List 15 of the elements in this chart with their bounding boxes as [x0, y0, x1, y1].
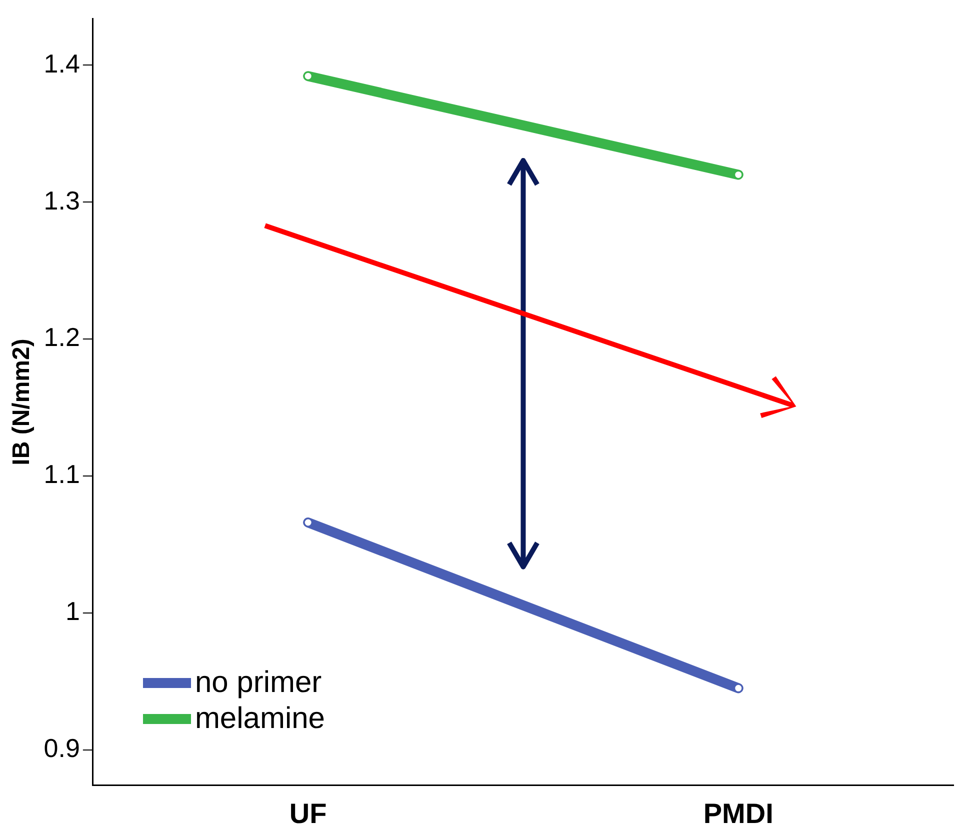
legend-label: no primer: [194, 666, 322, 700]
y-tick-label: 1: [65, 596, 80, 626]
x-tick-label: UF: [289, 798, 327, 829]
y-axis-title: IB (N/mm2): [8, 338, 36, 466]
y-tick-label: 1.4: [44, 48, 80, 78]
legend-label: melamine: [194, 702, 325, 736]
point: [734, 683, 744, 693]
x-tick-label: PMDI: [703, 798, 774, 829]
point: [303, 71, 313, 81]
y-tick-label: 1.2: [44, 322, 80, 352]
y-tick-label: 0.9: [44, 732, 80, 763]
y-tick-label: 1.1: [44, 459, 80, 490]
y-tick-label: 1.3: [44, 185, 80, 216]
point: [734, 170, 744, 180]
point: [303, 518, 313, 528]
